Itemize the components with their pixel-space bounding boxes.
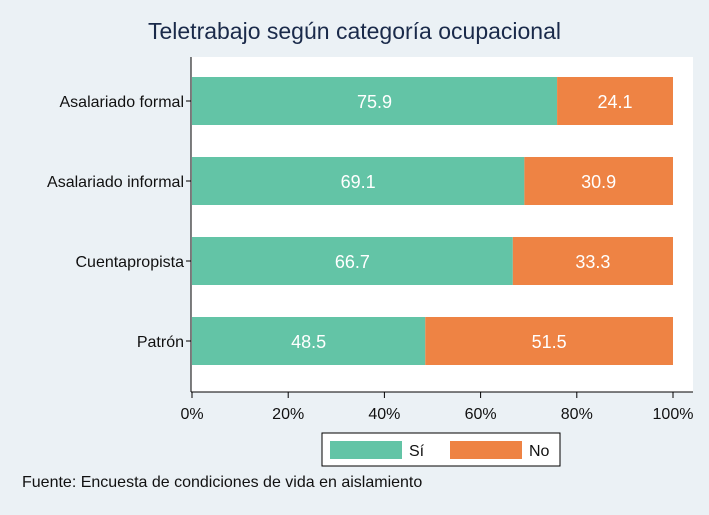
data-label-no-3: 33.3 [575,252,610,272]
bar-si-4 [192,317,426,365]
category-label-1: Asalariado formal [60,94,185,111]
legend-swatch-no [450,441,522,459]
bar-si-1 [192,77,558,125]
x-tick-label-6: 100% [653,406,694,423]
x-tick-label-1: 0% [180,406,203,423]
bar-no-3 [512,237,673,285]
category-label-2: Asalariado informal [47,174,184,191]
legend-swatch-si [330,441,402,459]
x-tick-label-2: 20% [272,406,304,423]
bar-no-4 [425,317,673,365]
data-label-si-3: 66.7 [335,252,370,272]
data-label-no-4: 51.5 [532,332,567,352]
source-note: Fuente: Encuesta de condiciones de vida … [22,474,423,491]
x-tick-label-3: 40% [368,406,400,423]
bar-no-1 [557,77,673,125]
category-label-3: Cuentapropista [75,254,184,271]
bar-no-2 [524,157,673,205]
chart-title: Teletrabajo según categoría ocupacional [147,18,561,44]
data-label-si-2: 69.1 [341,172,376,192]
legend-label-si: Sí [409,443,425,460]
bar-si-2 [192,157,525,205]
x-tick-label-5: 80% [561,406,593,423]
data-label-no-1: 24.1 [598,92,633,112]
x-tick-label-4: 60% [465,406,497,423]
data-label-si-1: 75.9 [357,92,392,112]
bar-si-3 [192,237,513,285]
data-label-si-4: 48.5 [291,332,326,352]
category-label-4: Patrón [137,334,184,351]
legend-label-no: No [529,443,550,460]
data-label-no-2: 30.9 [581,172,616,192]
